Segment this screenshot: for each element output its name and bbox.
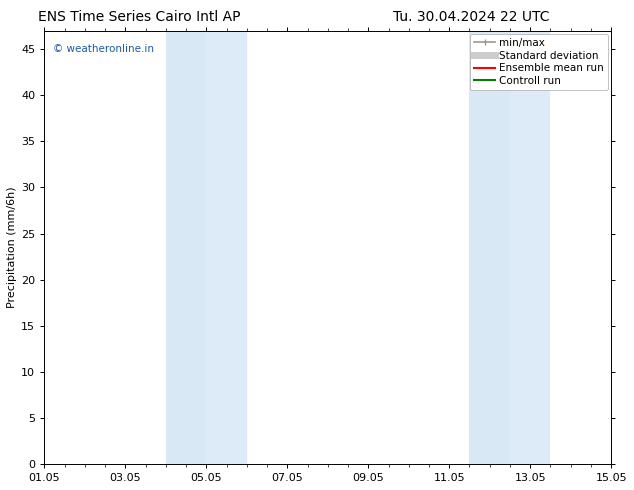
Bar xyxy=(510,31,550,464)
Text: © weatheronline.in: © weatheronline.in xyxy=(53,44,154,54)
Text: Tu. 30.04.2024 22 UTC: Tu. 30.04.2024 22 UTC xyxy=(393,10,550,24)
Y-axis label: Precipitation (mm/6h): Precipitation (mm/6h) xyxy=(7,187,17,308)
Legend: min/max, Standard deviation, Ensemble mean run, Controll run: min/max, Standard deviation, Ensemble me… xyxy=(470,34,608,90)
Bar xyxy=(165,31,206,464)
Bar xyxy=(470,31,510,464)
Text: ENS Time Series Cairo Intl AP: ENS Time Series Cairo Intl AP xyxy=(39,10,241,24)
Bar xyxy=(206,31,247,464)
